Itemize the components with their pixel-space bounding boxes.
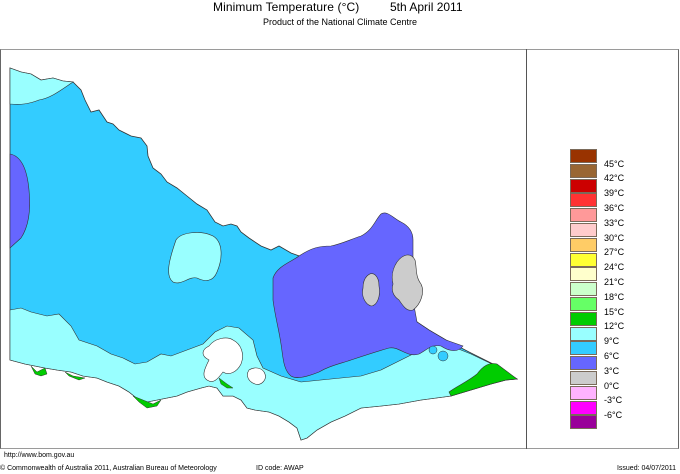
legend-label: 18°C (604, 291, 625, 302)
legend-label: -3°C (604, 395, 623, 406)
legend-swatch (570, 178, 597, 193)
legend-label: 9°C (604, 336, 620, 347)
coastal-12c-patch-3 (132, 395, 162, 409)
legend-swatch (570, 193, 597, 208)
legend-label: 24°C (604, 262, 625, 273)
legend-label: 39°C (604, 188, 625, 199)
temperature-map (9, 67, 519, 441)
legend-swatch (570, 400, 597, 415)
blue-blob-1 (428, 345, 438, 355)
legend-swatch (570, 311, 597, 326)
bom-url-link[interactable]: http://www.bom.gov.au (4, 452, 75, 459)
map-date: 5th April 2011 (390, 0, 463, 14)
legend-label: 21°C (604, 276, 625, 287)
copyright-text: © Commonwealth of Australia 2011, Austra… (0, 465, 217, 472)
legend-swatch (570, 297, 597, 311)
legend-swatch (570, 163, 597, 178)
coastal-12c-patch-1 (30, 365, 48, 377)
nw-9c-zone (9, 67, 74, 105)
blue-blob-2 (437, 350, 449, 362)
legend-swatch (570, 326, 597, 341)
legend-swatch (570, 149, 597, 163)
legend-label: 0°C (604, 380, 620, 391)
legend-label: 45°C (604, 158, 625, 169)
legend-swatch (570, 282, 597, 297)
legend-label: 12°C (604, 321, 625, 332)
issued-date: Issued: 04/07/2011 (616, 465, 676, 472)
legend-swatch (570, 237, 597, 252)
map-frame (0, 49, 679, 449)
alpine-0c-zone-2 (362, 273, 380, 307)
legend-swatch (570, 356, 597, 371)
legend-label: 6°C (604, 350, 620, 361)
legend-label: -6°C (604, 410, 623, 421)
legend-divider (526, 49, 527, 449)
legend-swatch (570, 385, 597, 400)
legend-swatch (570, 371, 597, 385)
legend-label: 15°C (604, 306, 625, 317)
map-subtitle: Product of the National Climate Centre (262, 17, 418, 27)
port-phillip-bay (202, 337, 243, 382)
legend-swatch (570, 267, 597, 282)
west-3c-zone (9, 153, 31, 249)
legend-swatch (570, 208, 597, 223)
legend-label: 42°C (604, 173, 625, 184)
alpine-0c-zone-1 (391, 254, 423, 311)
legend-label: 3°C (604, 365, 620, 376)
legend-swatch (570, 252, 597, 267)
legend-swatch (570, 341, 597, 356)
legend-label: 27°C (604, 247, 625, 258)
western-port (247, 367, 266, 385)
coastal-12c-patch-2 (64, 371, 86, 381)
legend-label: 36°C (604, 202, 625, 213)
legend-label: 30°C (604, 232, 625, 243)
coastal-12c-patch-4 (218, 377, 234, 389)
east-gippsland-12c-zone (448, 363, 518, 397)
id-code: ID code: AWAP (256, 465, 304, 472)
map-title: Minimum Temperature (°C) (213, 0, 360, 14)
central-9c-island (168, 232, 222, 284)
legend-swatch (570, 415, 597, 430)
legend-label: 33°C (604, 217, 625, 228)
legend-swatch (570, 223, 597, 237)
header: Minimum Temperature (°C) 5th April 2011 (0, 0, 680, 16)
